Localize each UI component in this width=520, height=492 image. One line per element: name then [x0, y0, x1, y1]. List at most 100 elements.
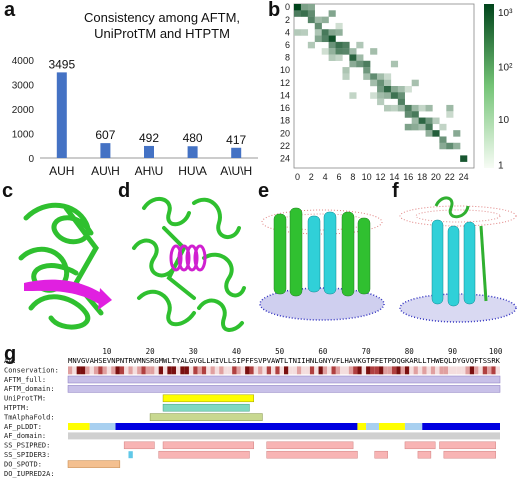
heatmap-cell — [439, 142, 447, 150]
heatmap-cell — [342, 73, 350, 80]
conservation-cell — [430, 366, 436, 375]
conservation-cell — [426, 366, 431, 375]
conservation-cell — [478, 366, 483, 375]
conservation-cell — [214, 366, 220, 375]
spider3-helix — [266, 450, 358, 459]
heatmap-cell — [342, 48, 350, 55]
psipred-helix — [123, 441, 155, 450]
conservation-cell — [491, 366, 496, 375]
protein-structure-e — [259, 207, 385, 321]
track-label: SS_SPIDER3: — [4, 451, 50, 459]
conservation-cell — [327, 366, 332, 375]
heatmap-cell — [342, 41, 350, 49]
conservation-cell — [361, 366, 367, 375]
plddt-segment — [68, 423, 90, 430]
heatmap-cell — [294, 10, 302, 17]
heatmap-cell — [390, 104, 399, 112]
conservation-cell — [137, 366, 142, 375]
conservation-cell — [106, 366, 112, 375]
heatmap-cell — [390, 86, 399, 93]
conservation-cell — [89, 366, 94, 375]
heatmap-cell — [328, 54, 336, 61]
conservation-cell — [404, 366, 410, 375]
conservation-cell — [370, 366, 375, 375]
heatmap-cell — [307, 10, 315, 17]
heatmap-ytick: 18 — [280, 116, 290, 126]
conservation-cell — [176, 366, 181, 375]
conservation-cell — [353, 366, 358, 375]
conservation-cell — [439, 366, 444, 375]
conservation-cell — [219, 366, 224, 375]
heatmap-cell — [321, 16, 329, 24]
conservation-cell — [124, 366, 129, 375]
heatmap-cell — [404, 86, 412, 93]
heatmap-cell — [294, 4, 302, 11]
conservation-cell — [340, 366, 345, 375]
conservation-cell — [417, 366, 423, 375]
plddt-segment — [357, 423, 367, 430]
chart-a-bar — [231, 147, 242, 158]
heatmap-cell — [384, 86, 392, 93]
conservation-cell — [201, 366, 207, 375]
psipred-helix — [162, 441, 255, 450]
colorbar-label: 1 — [498, 161, 504, 172]
panel-label-b: b — [268, 0, 281, 21]
chart-a-data-label: 492 — [139, 131, 159, 145]
tmalphafold-segment — [149, 413, 263, 421]
conservation-cell — [379, 366, 384, 375]
heatmap-xtick: 24 — [459, 172, 469, 182]
conservation-cell — [253, 366, 259, 375]
heatmap-cell — [335, 41, 343, 49]
heatmap-xtick: 0 — [295, 172, 300, 182]
chart-a-ytick: 1000 — [12, 130, 35, 141]
heatmap-cell — [411, 104, 419, 112]
conservation-cell — [331, 366, 336, 375]
heatmap-ytick: 12 — [280, 78, 290, 88]
chart-b-heatmap: 0 2 4 6 8 10 12 14 16 18 20 22 240246810121416182022… — [280, 2, 513, 182]
spider3-strand — [128, 451, 133, 459]
heatmap-cell — [446, 111, 454, 118]
heatmap-cell — [411, 111, 419, 118]
spider3-helix — [417, 450, 432, 459]
heatmap-xtick: 4 — [323, 172, 328, 182]
heatmap-cell — [384, 73, 392, 80]
track-label: DO_IUPRED2A: — [4, 470, 55, 478]
heatmap-cell — [356, 54, 364, 61]
conservation-cell — [240, 366, 246, 375]
chart-a-category-label: AUH — [49, 164, 74, 178]
conservation-cell — [422, 366, 427, 375]
track-label: UniProtTM: — [4, 395, 46, 403]
chart-a-bar — [56, 72, 67, 158]
conservation-cell — [98, 366, 103, 375]
conservation-cell — [223, 366, 228, 375]
track-label: DO_SPOTD: — [4, 460, 42, 468]
heatmap-cell — [363, 67, 371, 74]
sequence-annotation-panel: 10 20 30 40 50 60 70 80 90 100 AA:Conservation: AFT… — [4, 347, 503, 478]
heatmap-cell — [453, 142, 461, 150]
heatmap-ytick: 0 — [285, 2, 290, 12]
conservation-cell — [374, 366, 380, 375]
conservation-cell — [279, 366, 284, 375]
colorbar-label: 10² — [498, 62, 513, 73]
heatmap-cell — [404, 123, 412, 131]
conservation-cell — [102, 366, 107, 375]
conservation-cell — [266, 366, 272, 375]
ruler-tick: 20 — [146, 347, 156, 356]
chart-a-data-label: 480 — [183, 131, 203, 145]
heatmap-cell — [321, 35, 329, 43]
heatmap-ytick: 22 — [280, 141, 290, 151]
conservation-cell — [292, 366, 297, 375]
chart-a-category-label: A\U\H — [220, 164, 252, 178]
conservation-cell — [413, 366, 418, 375]
heatmap-xtick: 10 — [362, 172, 372, 182]
heatmap-cell — [328, 41, 336, 49]
psipred-helix — [439, 441, 496, 450]
conservation-cell — [487, 366, 492, 375]
heatmap-cell — [363, 73, 371, 80]
heatmap-xtick: 8 — [350, 172, 355, 182]
heatmap-cell — [446, 142, 454, 150]
conservation-cell — [132, 366, 138, 375]
conservation-cell — [387, 366, 392, 375]
conservation-cell — [465, 366, 470, 375]
heatmap-cell — [328, 48, 336, 55]
